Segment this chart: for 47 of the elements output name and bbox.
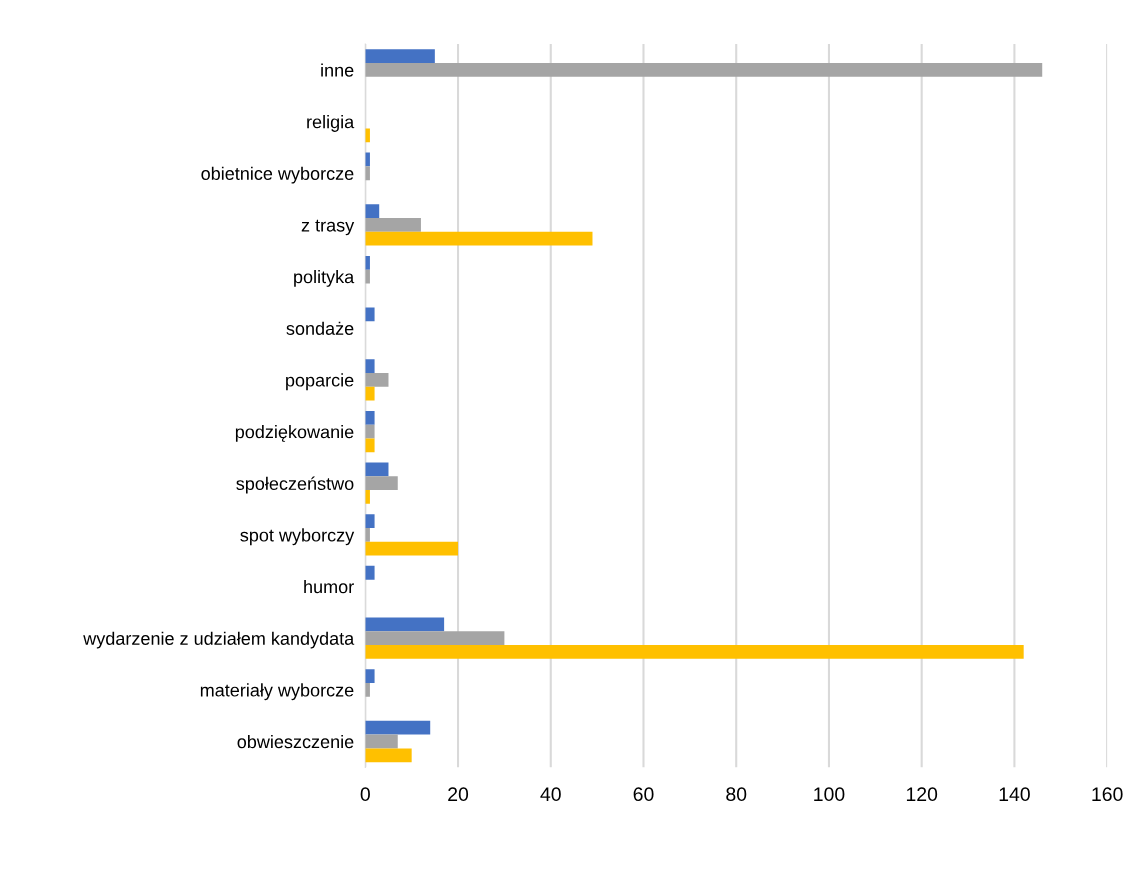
y-tick-label: społeczeństwo: [236, 476, 354, 494]
x-tick-label: 20: [448, 787, 469, 802]
bar: [365, 748, 412, 763]
y-tick-label: obietnice wyborcze: [201, 166, 354, 184]
y-tick-label: inne: [321, 63, 354, 77]
y-tick-label: poparcie: [286, 373, 354, 391]
x-tick-label: 60: [633, 787, 654, 802]
x-tick-label: 80: [726, 787, 747, 802]
bar: [365, 438, 375, 453]
bar: [365, 218, 421, 232]
bar: [365, 645, 1024, 659]
bar: [365, 565, 375, 580]
bar: [365, 386, 375, 401]
bar: [365, 476, 398, 491]
x-tick-label: 160: [1092, 787, 1123, 802]
bar: [365, 617, 445, 632]
x-tick-label: 40: [540, 787, 561, 802]
y-tick-label: humor: [304, 579, 354, 594]
y-tick-label: spot wyborczy: [240, 528, 355, 546]
bar: [365, 231, 593, 246]
bar: [365, 49, 435, 64]
bar: [365, 541, 459, 556]
bar: [365, 424, 375, 439]
x-tick-label: 120: [906, 787, 938, 802]
y-tick-label: religia: [307, 115, 355, 132]
bar: [365, 307, 375, 322]
bar: [365, 631, 505, 646]
bar: [365, 410, 375, 425]
bar: [365, 462, 389, 477]
x-tick-label: 100: [814, 787, 845, 802]
x-tick-label: 140: [999, 787, 1030, 802]
y-tick-label: sondaże: [286, 321, 354, 335]
y-tick-label: wydarzenie z udziałem kandydata: [83, 631, 355, 649]
bar: [365, 720, 431, 735]
bar: [365, 514, 375, 528]
y-tick-label: polityka: [294, 270, 355, 287]
y-tick-label: z trasy: [301, 219, 355, 236]
bar: [365, 204, 380, 219]
y-tick-label: materiały wyborcze: [200, 683, 354, 701]
bar: [365, 734, 398, 749]
bar: [365, 359, 375, 373]
bar: [365, 373, 389, 387]
bar: [365, 669, 375, 683]
x-tick-label: 0: [360, 787, 370, 802]
y-tick-label: obwieszczenie: [237, 734, 354, 749]
y-tick-label: podziękowanie: [235, 425, 354, 442]
bar: [365, 63, 1043, 77]
